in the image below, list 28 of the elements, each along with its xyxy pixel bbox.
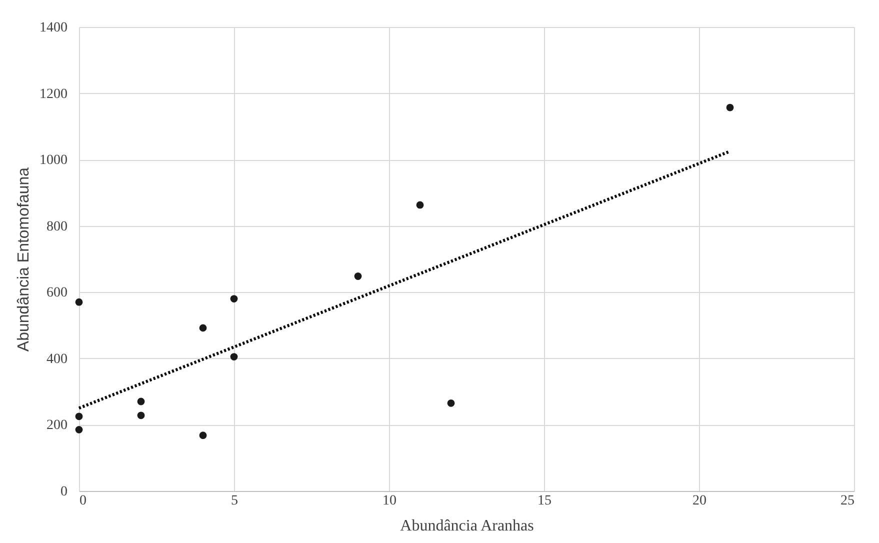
point	[726, 104, 734, 112]
point	[354, 272, 362, 280]
y-tick-label: 1400	[40, 20, 68, 36]
point	[199, 432, 207, 440]
point	[230, 353, 238, 360]
point	[416, 201, 424, 209]
point	[137, 412, 145, 420]
y-tick-label: 400	[46, 352, 68, 367]
y-tick-label: 1200	[40, 86, 68, 102]
point	[199, 324, 207, 332]
x-tick-label: 25	[840, 494, 854, 508]
point	[447, 399, 455, 407]
point	[75, 426, 83, 434]
x-tick-label: 0	[80, 494, 86, 508]
y-axis-title: Abundância Entomofauna	[16, 167, 32, 352]
x-tick-label: 20	[692, 494, 706, 508]
y-tick-label: 600	[46, 286, 68, 301]
x-axis-title: Abundância Aranhas	[400, 518, 534, 534]
x-tick-label: 15	[538, 494, 552, 508]
x-tick-label: 5	[231, 494, 238, 508]
point	[75, 412, 83, 420]
y-tick-label: 200	[46, 418, 68, 434]
point	[137, 398, 145, 406]
y-tick-label: 800	[46, 219, 68, 234]
point	[75, 298, 83, 306]
x-tick-label: 10	[382, 494, 396, 508]
point	[230, 295, 238, 302]
y-tick-label: 1000	[40, 153, 68, 168]
